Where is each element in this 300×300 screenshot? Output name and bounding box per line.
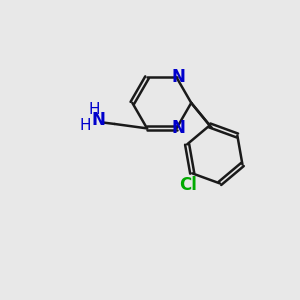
Text: N: N [172,119,186,137]
Text: N: N [172,68,186,86]
Text: Cl: Cl [179,176,197,194]
Text: H: H [88,102,100,117]
Text: H: H [80,118,91,133]
Text: N: N [92,111,105,129]
